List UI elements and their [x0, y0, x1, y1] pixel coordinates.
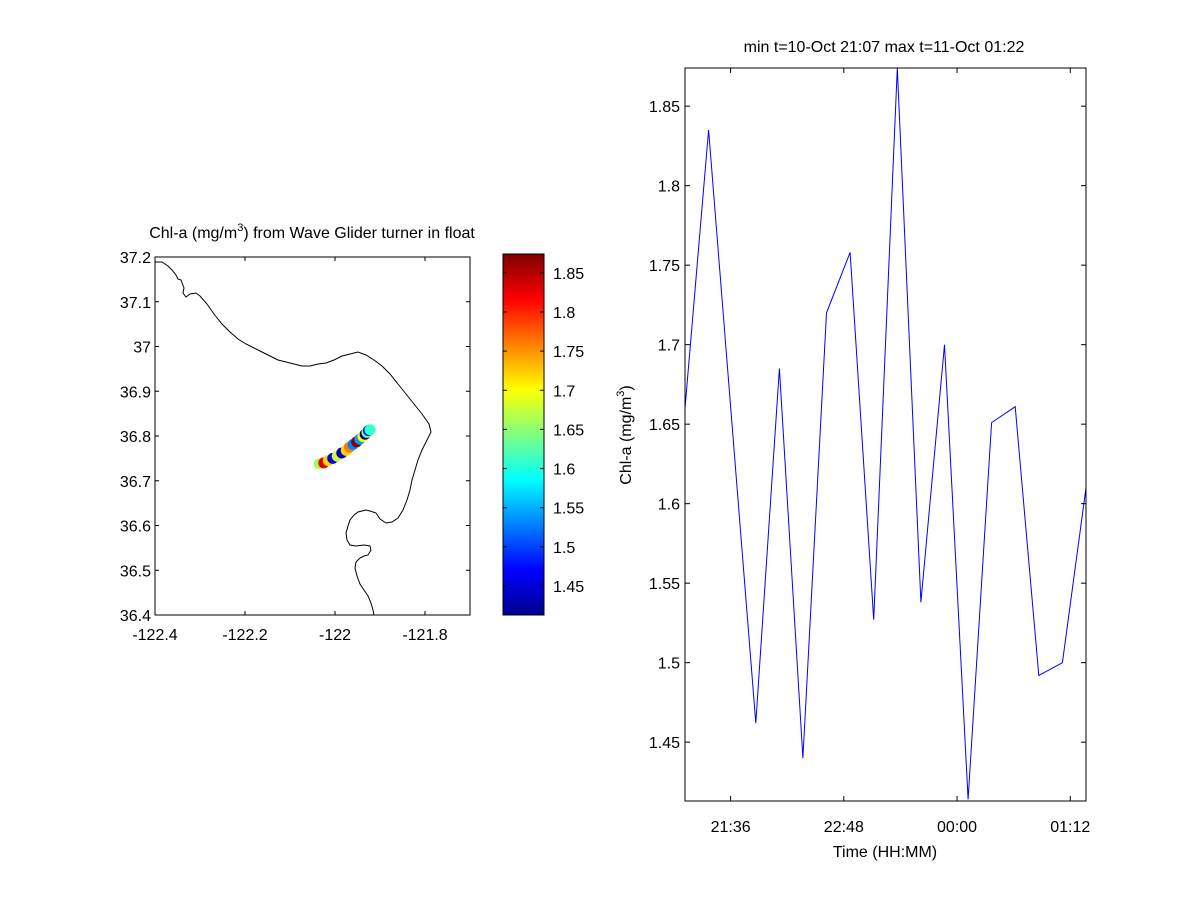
line-y-tick-label: 1.55 [649, 576, 680, 593]
map-y-tick-label: 37.2 [120, 250, 151, 267]
line-y-tick-label: 1.65 [649, 417, 680, 434]
line-x-tick-label: 21:36 [711, 819, 751, 836]
colorbar-tick-label: 1.85 [553, 266, 584, 283]
colorbar-tick-label: 1.5 [553, 540, 575, 557]
line-series [685, 68, 1086, 800]
colorbar-tick-label: 1.75 [553, 344, 584, 361]
colorbar-tick-label: 1.55 [553, 501, 584, 518]
chl-a-series-line [685, 68, 1086, 800]
line-axes-frame [684, 67, 1087, 802]
coastline [155, 261, 432, 615]
line-y-tick-label: 1.75 [649, 258, 680, 275]
colorbar-tick-label: 1.7 [553, 383, 575, 400]
colorbar: 1.85 1.8 1.75 1.7 1.65 1.6 1.55 1.5 1.45 [502, 253, 584, 616]
line-x-tick-label: 00:00 [937, 819, 977, 836]
line-y-tick-label: 1.45 [649, 735, 680, 752]
colorbar-tick-label: 1.8 [553, 305, 575, 322]
line-x-tick-label: 22:48 [824, 819, 864, 836]
map-y-tick-label: 36.7 [120, 474, 151, 491]
map-title-suffix: ) from Wave Glider turner in float [243, 225, 475, 242]
map-x-tick-label: -121.8 [402, 627, 447, 644]
line-y-tick-label: 1.7 [658, 338, 680, 355]
line-x-tick-label: 01:12 [1050, 819, 1090, 836]
map-data-point [364, 424, 376, 436]
map-title-sup: 3 [237, 222, 243, 234]
map-y-ticks: 37.2 37.1 37 36.9 36.8 36.7 36.6 36.5 36.4 [120, 250, 470, 625]
line-ylabel-suffix: ) [618, 385, 635, 390]
colorbar-tick-label: 1.65 [553, 422, 584, 439]
colorbar-ticks: 1.85 1.8 1.75 1.7 1.65 1.6 1.55 1.5 1.45 [503, 266, 584, 596]
line-xlabel: Time (HH:MM) [833, 844, 937, 861]
colorbar-tick-label: 1.45 [553, 579, 584, 596]
map-y-tick-label: 36.4 [120, 608, 151, 625]
map-y-tick-label: 36.8 [120, 429, 151, 446]
map-y-tick-label: 37 [133, 340, 151, 357]
map-title-prefix: Chl-a (mg/m [149, 225, 237, 242]
line-y-tick-label: 1.6 [658, 497, 680, 514]
map-axes: -122.4 -122.2 -122 -121.8 37.2 37.1 37 36.9 36.… [120, 250, 471, 644]
map-x-tick-label: -122.4 [132, 627, 177, 644]
map-points [313, 424, 376, 470]
map-y-tick-label: 37.1 [120, 295, 151, 312]
line-title: min t=10-Oct 21:07 max t=11-Oct 01:22 [744, 39, 1025, 56]
line-ylabel: Chl-a (mg/m3) [615, 385, 635, 484]
line-y-tick-label: 1.8 [658, 179, 680, 196]
line-y-tick-label: 1.85 [649, 99, 680, 116]
map-y-tick-label: 36.9 [120, 384, 151, 401]
line-panel: min t=10-Oct 21:07 max t=11-Oct 01:22 21… [615, 39, 1090, 861]
map-panel: Chl-a (mg/m3) from Wave Glider turner in… [120, 222, 584, 644]
line-y-tick-label: 1.5 [658, 656, 680, 673]
colorbar-gradient [502, 253, 545, 616]
line-x-ticks: 21:36 22:48 00:00 01:12 [711, 68, 1090, 836]
line-ylabel-sup: 3 [615, 391, 627, 397]
map-x-tick-label: -122 [319, 627, 351, 644]
map-y-tick-label: 36.6 [120, 519, 151, 536]
map-y-tick-label: 36.5 [120, 563, 151, 580]
map-title: Chl-a (mg/m3) from Wave Glider turner in… [149, 222, 475, 242]
line-y-ticks: 1.85 1.8 1.75 1.7 1.65 1.6 1.55 1.5 1.45 [649, 99, 1086, 752]
map-x-ticks: -122.4 -122.2 -122 -121.8 [132, 257, 448, 644]
map-x-tick-label: -122.2 [222, 627, 267, 644]
colorbar-tick-label: 1.6 [553, 462, 575, 479]
line-ylabel-prefix: Chl-a (mg/m [618, 397, 635, 485]
